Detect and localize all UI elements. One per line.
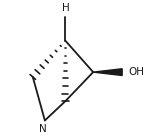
Text: H: H xyxy=(62,3,69,13)
Text: OH: OH xyxy=(128,67,144,77)
Polygon shape xyxy=(93,69,122,75)
Text: N: N xyxy=(39,124,47,134)
